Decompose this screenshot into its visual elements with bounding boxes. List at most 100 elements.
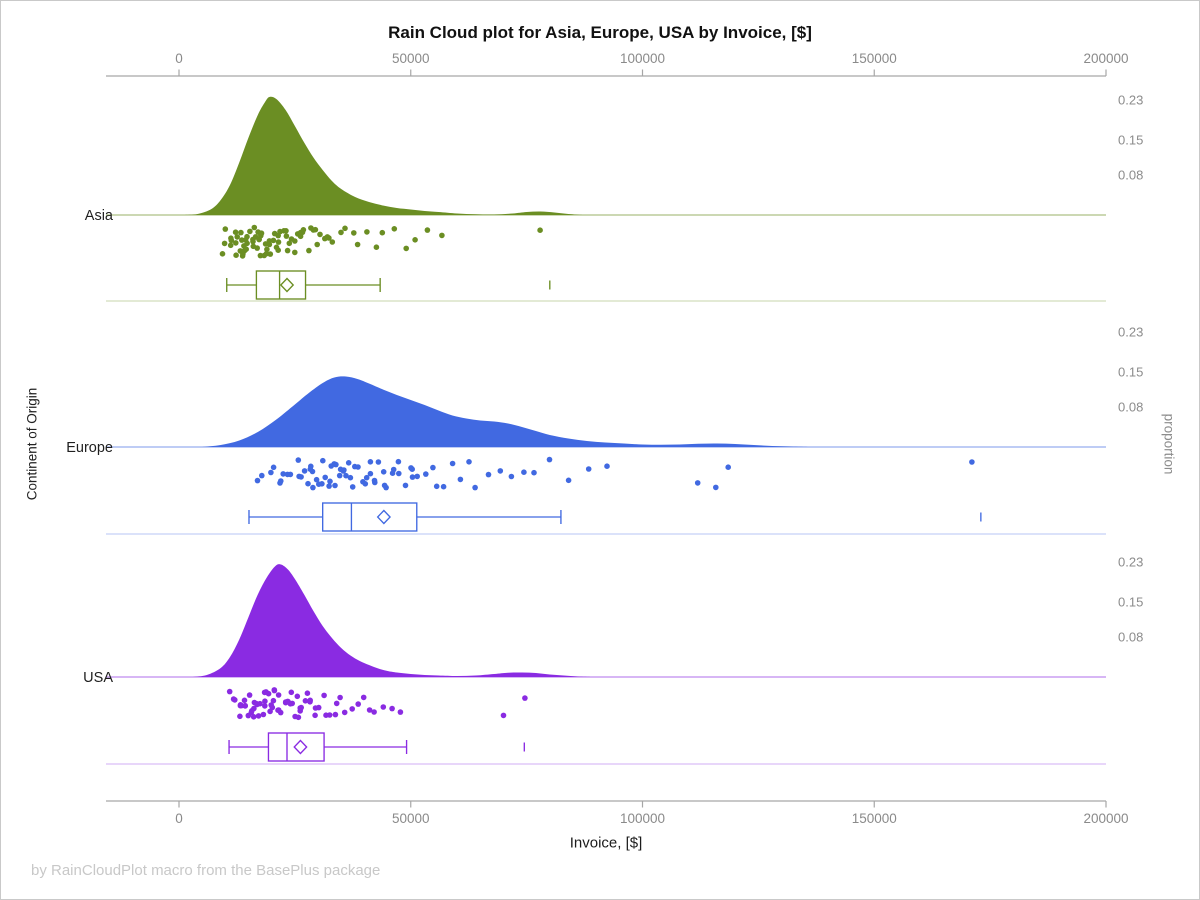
scatter-point <box>295 714 302 721</box>
box-plot-europe <box>248 502 982 532</box>
box-plot-usa <box>228 732 525 762</box>
x-axis-bottom-tick-label: 100000 <box>620 811 665 826</box>
scatter-point <box>337 694 343 701</box>
scatter-point <box>362 481 369 487</box>
scatter-point <box>283 233 290 239</box>
scatter-point <box>312 226 319 233</box>
mean-diamond <box>279 277 295 293</box>
scatter-point <box>278 478 284 484</box>
scatter-point <box>424 227 431 233</box>
scatter-point <box>262 698 268 704</box>
scatter-point <box>367 470 374 477</box>
scatter-point <box>333 700 340 707</box>
scatter-point <box>275 692 282 698</box>
proportion-tick-label: 0.23 <box>1118 555 1143 570</box>
scatter-point <box>585 466 592 472</box>
scatter-point <box>546 456 553 463</box>
scatter-point <box>366 707 373 713</box>
scatter-point <box>340 468 347 474</box>
scatter-point <box>298 704 305 711</box>
scatter-point <box>302 698 309 704</box>
scatter-point <box>322 474 329 481</box>
scatter-point <box>254 245 260 251</box>
scatter-group-asia <box>219 224 543 259</box>
mean-diamond <box>293 739 308 755</box>
scatter-point <box>336 472 343 479</box>
scatter-point <box>355 464 361 470</box>
density-curve-europe <box>202 376 810 447</box>
scatter-point <box>283 228 289 234</box>
scatter-point <box>725 464 731 471</box>
scatter-point <box>380 469 387 475</box>
scatter-point <box>531 469 537 476</box>
scatter-point <box>345 460 352 466</box>
scatter-point <box>254 477 261 484</box>
scatter-point <box>228 237 235 244</box>
scatter-point <box>375 459 382 465</box>
x-axis-top-tick-label: 50000 <box>392 51 430 66</box>
density-curve-usa <box>192 564 592 677</box>
proportion-tick-label: 0.23 <box>1118 325 1143 340</box>
scatter-point <box>694 480 701 486</box>
proportion-tick-label: 0.15 <box>1118 133 1143 148</box>
scatter-point <box>342 225 348 232</box>
x-axis-top-tick-label: 100000 <box>620 51 665 66</box>
scatter-group-usa <box>226 687 528 721</box>
scatter-point <box>319 481 325 487</box>
category-label-europe: Europe <box>66 440 113 456</box>
scatter-point <box>351 230 357 236</box>
scatter-point <box>255 713 262 719</box>
scatter-point <box>233 252 239 258</box>
scatter-point <box>260 711 267 718</box>
scatter-point <box>317 231 323 238</box>
scatter-point <box>284 247 291 254</box>
scatter-point <box>247 228 253 235</box>
scatter-point <box>286 240 293 247</box>
scatter-point <box>440 483 447 490</box>
scatter-point <box>257 700 263 707</box>
box-iqr <box>322 502 418 532</box>
scatter-point <box>309 468 316 475</box>
scatter-point <box>222 226 229 232</box>
scatter-point <box>508 473 515 480</box>
scatter-point <box>305 480 311 487</box>
scatter-point <box>230 696 237 702</box>
scatter-point <box>314 241 321 248</box>
scatter-point <box>270 697 277 704</box>
scatter-point <box>433 483 440 490</box>
scatter-point <box>327 478 333 485</box>
scatter-point <box>412 237 418 243</box>
x-axis-bottom-tick-label: 150000 <box>852 811 897 826</box>
scatter-point <box>380 704 387 710</box>
scatter-point <box>238 229 244 236</box>
scatter-point <box>315 704 322 711</box>
scatter-point <box>389 705 395 712</box>
scatter-point <box>326 235 332 241</box>
proportion-tick-label: 0.15 <box>1118 365 1143 380</box>
scatter-point <box>267 251 274 257</box>
scatter-point <box>270 464 277 471</box>
scatter-point <box>373 244 380 250</box>
scatter-point <box>363 474 370 481</box>
scatter-point <box>313 476 320 483</box>
scatter-point <box>391 226 398 232</box>
scatter-point <box>371 709 377 715</box>
scatter-point <box>326 483 332 489</box>
scatter-point <box>294 693 301 700</box>
scatter-point <box>287 471 294 478</box>
proportion-tick-label: 0.08 <box>1118 400 1143 415</box>
scatter-point <box>485 471 492 478</box>
scatter-point <box>338 229 344 236</box>
scatter-point <box>521 469 527 476</box>
scatter-point <box>307 697 314 704</box>
scatter-point <box>347 474 354 481</box>
scatter-point <box>251 705 257 712</box>
scatter-point <box>219 251 226 257</box>
scatter-point <box>268 469 274 476</box>
scatter-point <box>246 692 253 698</box>
scatter-point <box>349 484 356 490</box>
scatter-point <box>364 229 370 235</box>
x-axis-bottom: 0 50000 100000 150000 200000 <box>106 800 1129 826</box>
